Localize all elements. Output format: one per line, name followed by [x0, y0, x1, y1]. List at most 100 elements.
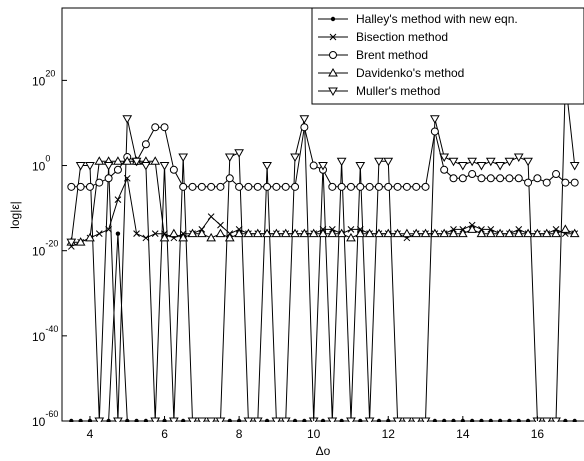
point	[291, 182, 300, 191]
point	[477, 174, 486, 183]
point	[329, 33, 337, 41]
point	[383, 157, 394, 167]
point	[327, 228, 338, 238]
point	[67, 182, 76, 191]
point	[570, 178, 579, 187]
point	[308, 228, 319, 238]
point	[131, 157, 142, 167]
tick-base: 10	[32, 75, 46, 89]
tick-exponent: 20	[45, 69, 55, 79]
point	[262, 162, 272, 171]
point	[252, 228, 263, 238]
x-tick-label: 14	[456, 427, 470, 441]
point	[569, 228, 580, 238]
point	[188, 182, 197, 191]
point	[95, 178, 104, 187]
point	[302, 418, 307, 422]
x-tick-label: 16	[531, 427, 545, 441]
point	[430, 127, 439, 136]
point	[432, 418, 438, 422]
tick-exponent: -60	[45, 409, 58, 419]
point	[94, 417, 105, 422]
point	[272, 182, 281, 191]
point	[252, 417, 263, 422]
point	[299, 115, 310, 124]
point	[95, 230, 103, 238]
point	[207, 182, 216, 191]
point	[179, 182, 188, 191]
point	[358, 418, 363, 422]
point	[541, 417, 552, 422]
point	[227, 418, 232, 422]
point	[448, 228, 459, 238]
point	[113, 156, 123, 165]
tick-base: 10	[32, 245, 46, 259]
point	[106, 418, 111, 422]
point	[262, 228, 272, 238]
point	[542, 178, 551, 187]
point	[180, 418, 186, 422]
point	[402, 228, 412, 238]
legend-label: Halley's method with new eqn.	[356, 12, 518, 26]
point	[141, 140, 150, 149]
legend-label: Davidenko's method	[356, 66, 464, 80]
point	[216, 182, 225, 191]
point	[525, 418, 531, 422]
point	[318, 228, 328, 238]
point	[235, 182, 244, 191]
point	[569, 162, 580, 171]
point	[451, 418, 456, 422]
point	[523, 228, 533, 238]
point	[336, 228, 347, 238]
point	[85, 182, 94, 191]
point	[355, 228, 366, 238]
point	[439, 153, 450, 163]
point	[376, 418, 382, 422]
point	[497, 418, 503, 422]
point	[384, 182, 393, 191]
point	[392, 228, 403, 238]
point	[364, 228, 375, 238]
point	[412, 182, 421, 191]
point	[346, 232, 356, 242]
legend: Halley's method with new eqn. Bisection m…	[311, 7, 584, 105]
point	[420, 417, 431, 422]
point	[563, 418, 568, 422]
point	[318, 162, 328, 171]
point	[280, 417, 291, 422]
point	[207, 213, 215, 220]
point	[150, 156, 161, 165]
point	[123, 174, 131, 182]
legend-label: Brent method	[356, 48, 428, 62]
point	[514, 174, 523, 183]
tick-base: 10	[32, 160, 46, 174]
point	[143, 418, 149, 422]
point	[411, 417, 422, 422]
point	[320, 418, 326, 422]
y-tick-label: 10-60	[32, 409, 58, 429]
point	[485, 228, 496, 238]
point	[290, 228, 300, 238]
point	[374, 157, 384, 167]
point	[215, 417, 226, 422]
point	[150, 417, 161, 422]
point	[187, 228, 198, 238]
point	[169, 165, 178, 174]
point	[457, 228, 468, 238]
point	[532, 228, 543, 238]
point	[485, 157, 496, 167]
point	[178, 232, 189, 242]
point	[234, 228, 244, 238]
point	[168, 417, 179, 422]
point	[374, 182, 383, 191]
point	[103, 162, 114, 171]
point	[292, 418, 298, 422]
point	[383, 228, 394, 238]
point	[225, 174, 234, 183]
point	[513, 153, 524, 163]
point	[160, 123, 169, 132]
point	[495, 228, 505, 238]
point	[572, 418, 577, 422]
x-tick-label: 6	[161, 427, 168, 441]
x-axis-label: Δo	[316, 444, 331, 458]
